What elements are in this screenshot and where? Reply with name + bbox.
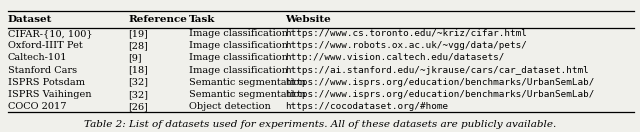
Text: Object detection: Object detection: [189, 102, 271, 111]
Text: [32]: [32]: [128, 90, 148, 99]
Text: Semantic segmentation: Semantic segmentation: [189, 90, 305, 99]
Text: https://www.isprs.org/education/benchmarks/UrbanSemLab/: https://www.isprs.org/education/benchmar…: [285, 90, 594, 99]
Text: http://www.vision.caltech.edu/datasets/: http://www.vision.caltech.edu/datasets/: [285, 53, 504, 62]
Text: Dataset: Dataset: [8, 15, 52, 24]
Text: [32]: [32]: [128, 78, 148, 87]
Text: Image classification: Image classification: [189, 53, 287, 62]
Text: https://cocodataset.org/#home: https://cocodataset.org/#home: [285, 102, 448, 111]
Text: Stanford Cars: Stanford Cars: [8, 66, 77, 75]
Text: https://www.robots.ox.ac.uk/~vgg/data/pets/: https://www.robots.ox.ac.uk/~vgg/data/pe…: [285, 41, 527, 50]
Text: [26]: [26]: [128, 102, 148, 111]
Text: https://www.cs.toronto.edu/~kriz/cifar.html: https://www.cs.toronto.edu/~kriz/cifar.h…: [285, 29, 527, 38]
Text: [9]: [9]: [128, 53, 141, 62]
Text: Semantic segmentation: Semantic segmentation: [189, 78, 305, 87]
Text: CIFAR-{10, 100}: CIFAR-{10, 100}: [8, 29, 92, 38]
Text: Image classification: Image classification: [189, 41, 287, 50]
Text: Table 2: List of datasets used for experiments. All of these datasets are public: Table 2: List of datasets used for exper…: [84, 120, 556, 129]
Text: [19]: [19]: [128, 29, 148, 38]
Text: Website: Website: [285, 15, 330, 24]
Text: Image classification: Image classification: [189, 66, 287, 75]
Text: Caltech-101: Caltech-101: [8, 53, 67, 62]
Text: Image classification: Image classification: [189, 29, 287, 38]
Text: [28]: [28]: [128, 41, 148, 50]
Text: ISPRS Vaihingen: ISPRS Vaihingen: [8, 90, 91, 99]
Text: COCO 2017: COCO 2017: [8, 102, 66, 111]
Text: https://www.isprs.org/education/benchmarks/UrbanSemLab/: https://www.isprs.org/education/benchmar…: [285, 78, 594, 87]
Text: Task: Task: [189, 15, 215, 24]
Text: [18]: [18]: [128, 66, 148, 75]
Text: ISPRS Potsdam: ISPRS Potsdam: [8, 78, 84, 87]
Text: Oxford-IIIT Pet: Oxford-IIIT Pet: [8, 41, 83, 50]
Text: Reference: Reference: [128, 15, 187, 24]
Text: https://ai.stanford.edu/~jkrause/cars/car_dataset.html: https://ai.stanford.edu/~jkrause/cars/ca…: [285, 66, 589, 75]
